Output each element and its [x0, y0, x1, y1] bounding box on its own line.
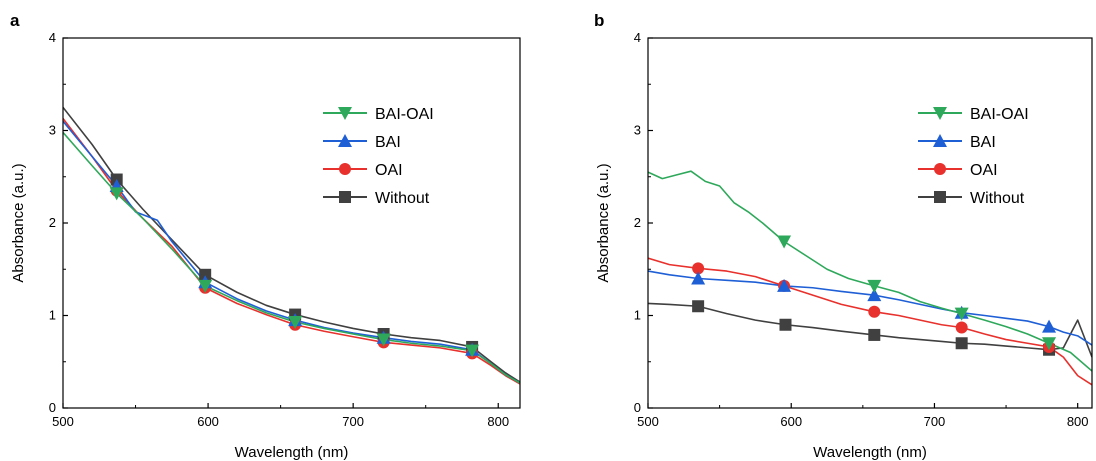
legend-marker	[933, 107, 947, 120]
x-axis-title: Wavelength (nm)	[235, 444, 349, 461]
data-point-bai	[867, 288, 882, 302]
data-point-bai-oai	[1042, 337, 1057, 351]
legend-label: BAI-OAI	[970, 106, 1029, 123]
data-point-without	[692, 300, 705, 313]
panel-label-a: a	[10, 11, 20, 30]
legend-marker	[934, 163, 946, 175]
data-point-bai-oai	[954, 307, 969, 321]
data-point-bai-oai	[867, 279, 882, 293]
legend-marker	[339, 191, 351, 203]
y-tick-label: 0	[49, 400, 56, 415]
y-tick-label: 1	[634, 308, 641, 323]
x-tick-label: 500	[637, 414, 659, 429]
data-point-bai-oai	[465, 344, 480, 358]
data-point-without	[868, 328, 881, 341]
legend-label: Without	[375, 190, 430, 207]
plot-frame	[647, 37, 1093, 409]
data-point-without	[955, 337, 968, 350]
x-tick-label: 700	[342, 414, 364, 429]
panel-label-b: b	[594, 11, 604, 30]
data-point-bai-oai	[376, 333, 391, 347]
chart-panel-a: 0 1 2 3 4 500 600 700 800 Wavelength (nm) Absorban…	[10, 30, 521, 461]
legend-entry-without: Without	[323, 190, 430, 207]
data-point-bai-oai	[109, 187, 124, 201]
legend-entry-bai: BAI	[323, 134, 401, 151]
chart-panel-b: 0 1 2 3 4 500 600 700 800 Wavelength (nm) Absorban…	[595, 30, 1093, 461]
legend-label: OAI	[970, 162, 998, 179]
legend-label: BAI	[375, 134, 401, 151]
data-point-oai	[868, 305, 881, 318]
y-tick-label: 4	[634, 30, 641, 45]
legend-marker	[338, 107, 352, 120]
series-line-oai	[63, 117, 520, 385]
x-axis-title: Wavelength (nm)	[813, 444, 927, 461]
y-axis-title: Absorbance (a.u.)	[595, 163, 612, 282]
x-tick-label: 500	[52, 414, 74, 429]
legend-marker	[933, 134, 947, 147]
x-tick-label: 700	[924, 414, 946, 429]
y-tick-label: 3	[49, 123, 56, 138]
legend-label: BAI	[970, 134, 996, 151]
y-axis-title: Absorbance (a.u.)	[10, 163, 27, 282]
y-tick-label: 3	[634, 123, 641, 138]
series-line-bai-oai	[648, 170, 1092, 372]
data-point-bai	[777, 278, 792, 292]
x-tick-label: 800	[1067, 414, 1089, 429]
legend-label: Without	[970, 190, 1025, 207]
legend-label: OAI	[375, 162, 403, 179]
data-point-oai	[692, 262, 705, 275]
data-point-bai-oai	[198, 279, 213, 293]
data-point-without	[779, 318, 792, 331]
y-tick-label: 4	[49, 30, 56, 45]
legend-entry-bai: BAI	[918, 134, 996, 151]
y-tick-label: 2	[49, 215, 56, 230]
y-tick-label: 0	[634, 400, 641, 415]
x-tick-label: 600	[197, 414, 219, 429]
data-point-bai-oai	[288, 315, 303, 329]
data-point-bai-oai	[777, 235, 792, 249]
plot-frame	[62, 37, 521, 409]
legend-entry-bai-oai: BAI-OAI	[323, 106, 434, 123]
x-tick-label: 800	[487, 414, 509, 429]
x-tick-label: 600	[780, 414, 802, 429]
legend-marker	[339, 163, 351, 175]
y-tick-label: 2	[634, 215, 641, 230]
legend-marker	[934, 191, 946, 203]
legend-entry-without: Without	[918, 190, 1025, 207]
legend-entry-oai: OAI	[323, 162, 403, 179]
y-tick-label: 1	[49, 308, 56, 323]
legend-entry-bai-oai: BAI-OAI	[918, 106, 1029, 123]
legend-label: BAI-OAI	[375, 106, 434, 123]
legend-entry-oai: OAI	[918, 162, 998, 179]
data-point-bai	[1042, 319, 1057, 333]
series-line-bai	[63, 120, 520, 384]
data-point-bai	[691, 271, 706, 285]
series-line-without	[63, 106, 520, 383]
series-line-bai	[648, 270, 1092, 346]
data-point-oai	[955, 321, 968, 334]
data-point-without	[199, 268, 212, 281]
legend-marker	[338, 134, 352, 147]
